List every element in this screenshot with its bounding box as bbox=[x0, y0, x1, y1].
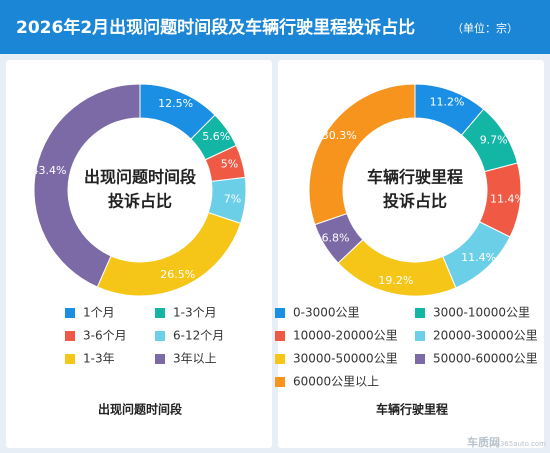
slice bbox=[33, 83, 141, 288]
legend-swatch bbox=[415, 331, 425, 341]
caption: 车辆行驶里程 bbox=[376, 402, 448, 417]
center-label: 投诉占比 bbox=[108, 192, 172, 211]
legend-label: 3年以上 bbox=[173, 352, 217, 366]
legend-swatch bbox=[65, 308, 75, 318]
footer-source: 车质网 bbox=[467, 435, 500, 449]
center-label: 车辆行驶里程 bbox=[367, 168, 463, 187]
value-label: 9.7% bbox=[480, 133, 508, 146]
value-label: 12.5% bbox=[158, 97, 193, 110]
legend-swatch bbox=[415, 308, 425, 318]
legend-label: 0-3000公里 bbox=[293, 306, 360, 320]
legend-swatch bbox=[275, 377, 285, 387]
center-label: 投诉占比 bbox=[383, 192, 447, 211]
slice bbox=[308, 83, 416, 226]
value-label: 11.4% bbox=[461, 251, 496, 264]
header-bar bbox=[0, 0, 550, 54]
legend-label: 60000公里以上 bbox=[293, 375, 379, 389]
value-label: 5% bbox=[221, 158, 238, 171]
value-label: 5.6% bbox=[202, 130, 230, 143]
legend-label: 3000-10000公里 bbox=[433, 306, 530, 320]
legend-swatch bbox=[275, 354, 285, 364]
caption: 出现问题时间段 bbox=[98, 402, 183, 417]
center-label: 出现问题时间段 bbox=[84, 168, 197, 187]
legend-swatch bbox=[65, 354, 75, 364]
legend-swatch bbox=[275, 308, 285, 318]
legend-label: 1-3年 bbox=[83, 352, 115, 366]
legend-swatch bbox=[155, 308, 165, 318]
legend-label: 1个月 bbox=[83, 306, 115, 320]
legend-label: 30000-50000公里 bbox=[293, 352, 398, 366]
legend-swatch bbox=[155, 354, 165, 364]
value-label: 19.2% bbox=[378, 274, 413, 287]
header-unit: （单位：宗） bbox=[452, 21, 518, 35]
value-label: 30.3% bbox=[322, 129, 357, 142]
legend-swatch bbox=[65, 331, 75, 341]
legend-swatch bbox=[415, 354, 425, 364]
legend-label: 50000-60000公里 bbox=[433, 352, 538, 366]
legend-swatch bbox=[155, 331, 165, 341]
legend-label: 3-6个月 bbox=[83, 329, 127, 343]
legend-label: 6-12个月 bbox=[173, 329, 224, 343]
value-label: 43.4% bbox=[32, 164, 67, 177]
value-label: 11.4% bbox=[490, 192, 525, 205]
value-label: 7% bbox=[224, 192, 241, 205]
legend-label: 20000-30000公里 bbox=[433, 329, 538, 343]
header-title: 2026年2月出现问题时间段及车辆行驶里程投诉占比 bbox=[16, 17, 415, 38]
value-label: 26.5% bbox=[160, 268, 195, 281]
footer-site: 12365auto.com bbox=[491, 440, 546, 448]
value-label: 11.2% bbox=[430, 96, 465, 109]
legend-swatch bbox=[275, 331, 285, 341]
value-label: 6.8% bbox=[322, 231, 350, 244]
legend-label: 10000-20000公里 bbox=[293, 329, 398, 343]
legend-label: 1-3个月 bbox=[173, 306, 217, 320]
